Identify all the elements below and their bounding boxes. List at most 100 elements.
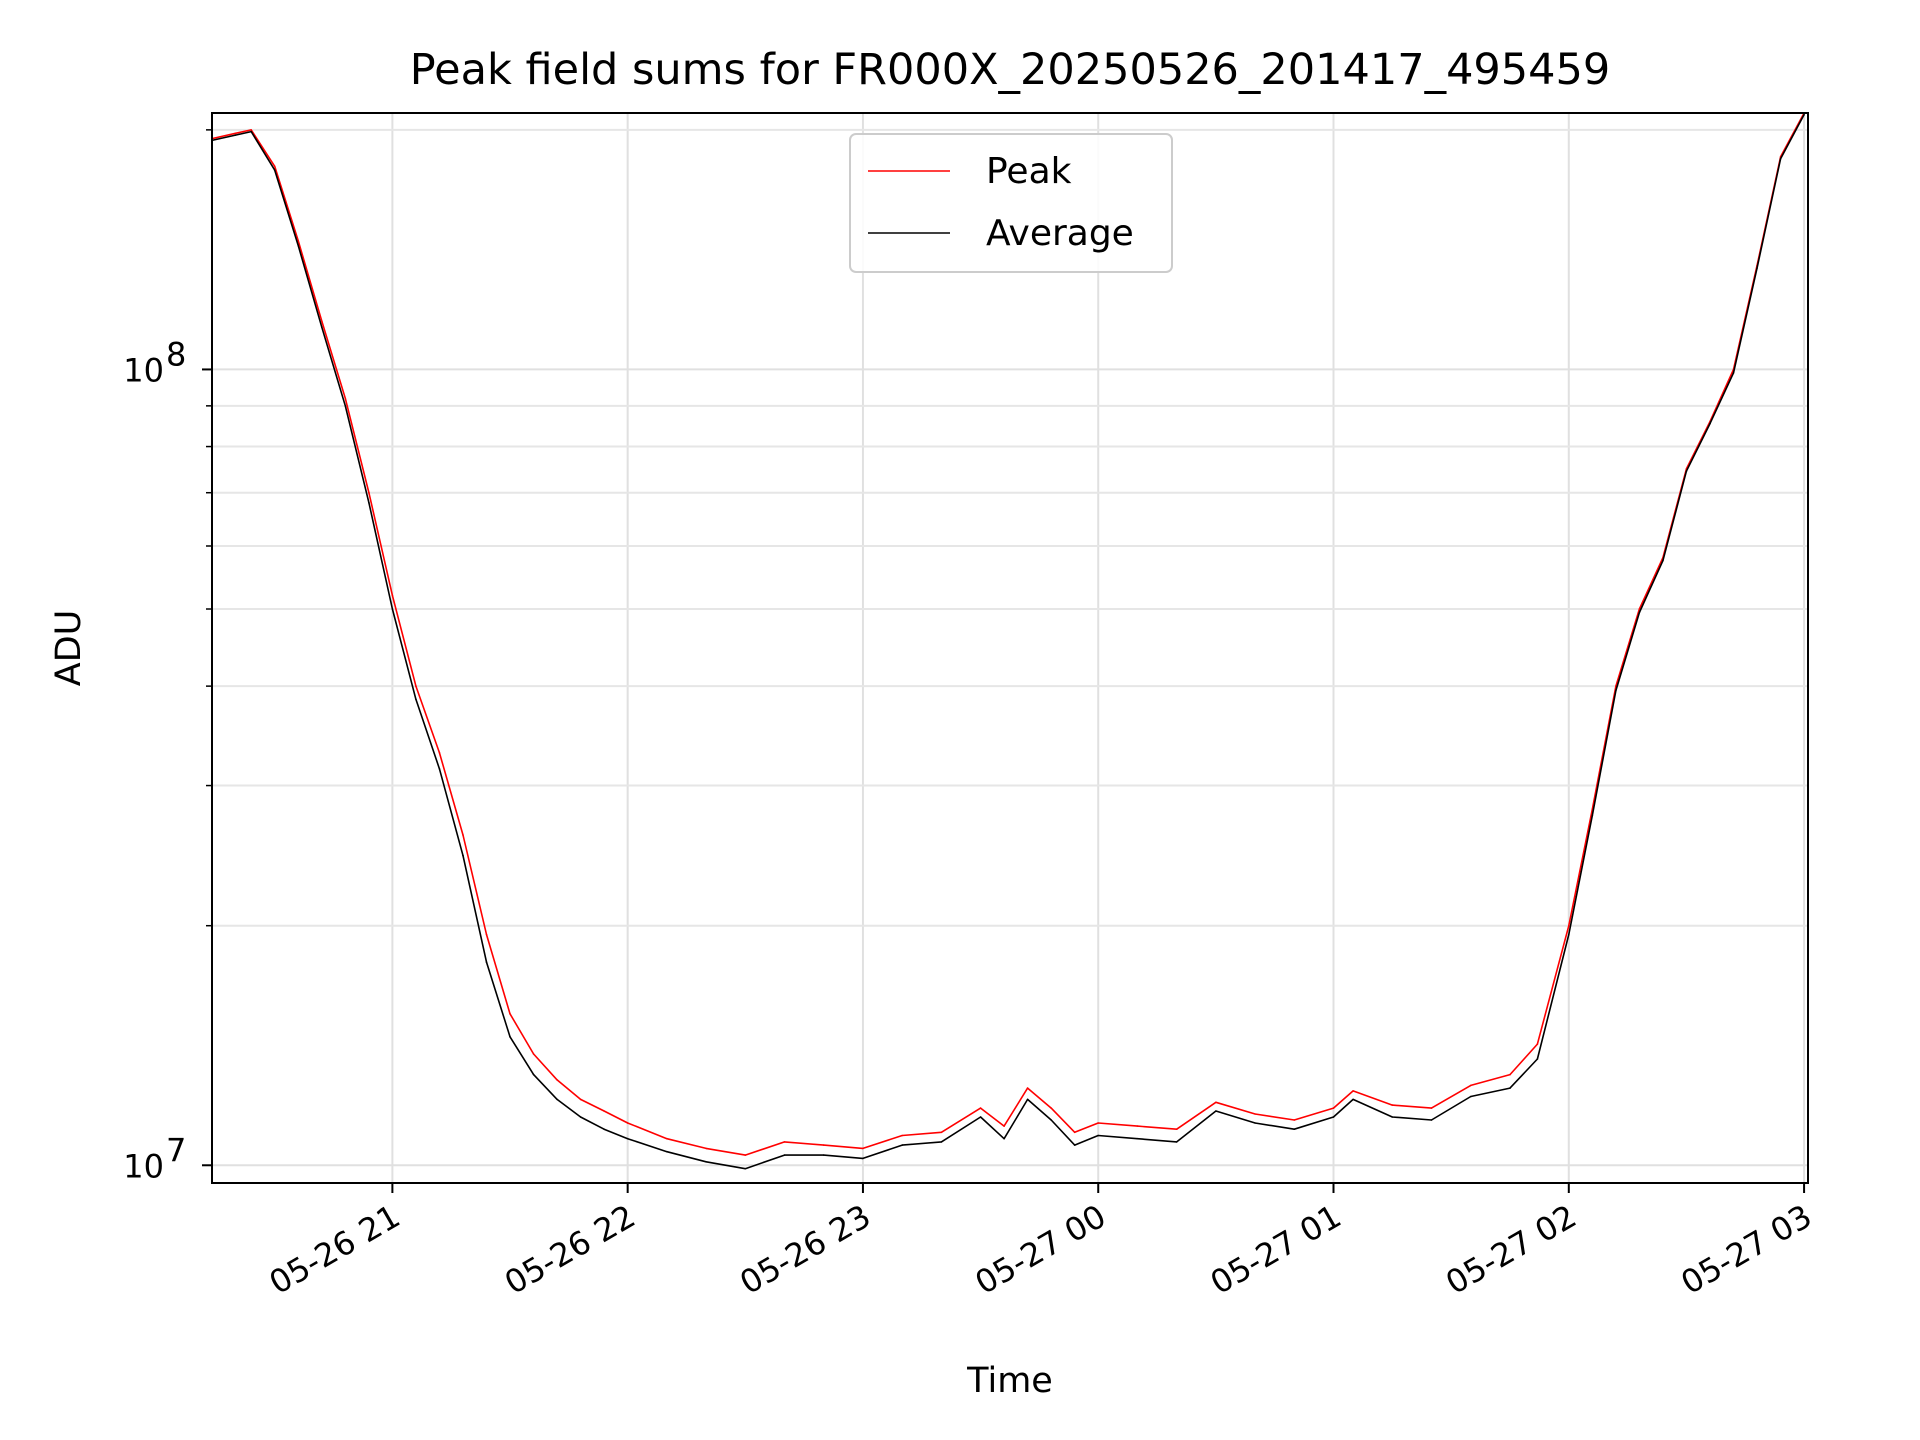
data-point-peak [344, 397, 347, 400]
data-point-average [1175, 1141, 1178, 1143]
data-point-peak [297, 240, 300, 242]
data-point-peak [979, 1107, 982, 1109]
data-point-peak [509, 1013, 511, 1015]
data-point-peak [1003, 1125, 1005, 1127]
data-point-average [1509, 1087, 1511, 1089]
y-tick-exponent: 7 [166, 1131, 186, 1169]
data-point-average [1254, 1122, 1256, 1124]
legend-label-average: Average [986, 213, 1134, 254]
data-point-peak [901, 1134, 903, 1137]
legend-label-peak: Peak [986, 151, 1072, 192]
data-point-average [1756, 267, 1758, 270]
data-point-peak [1568, 924, 1570, 927]
y-tick-label: 10 [123, 1147, 164, 1185]
data-point-peak [273, 165, 276, 168]
legend: Peak Average [849, 133, 1173, 273]
data-point-peak [626, 1122, 629, 1124]
data-point-peak [1073, 1131, 1076, 1134]
data-point-peak [579, 1098, 582, 1101]
data-point-peak [438, 751, 441, 754]
y-tick-exponent: 8 [166, 335, 186, 373]
data-point-peak [1050, 1107, 1052, 1109]
data-point-peak [391, 594, 394, 597]
data-point-average [603, 1128, 605, 1130]
data-point-peak [940, 1131, 943, 1134]
y-tick-mantissa: 10 [123, 351, 164, 389]
y-tick-label: 10 [123, 351, 164, 389]
data-point-average [1332, 1116, 1335, 1118]
data-point-peak [1175, 1128, 1178, 1130]
data-point-average [1536, 1058, 1539, 1060]
data-point-average [485, 961, 488, 963]
data-point-average [1709, 422, 1711, 425]
data-point-average [1430, 1119, 1433, 1121]
data-point-average [391, 608, 394, 610]
data-point-average [579, 1116, 582, 1118]
data-point-peak [666, 1137, 668, 1140]
data-point-average [556, 1098, 558, 1101]
data-point-average [1352, 1098, 1354, 1101]
data-point-peak [1332, 1107, 1335, 1109]
data-point-average [705, 1161, 707, 1163]
data-point-peak [462, 834, 464, 836]
data-point-average [1803, 113, 1805, 116]
data-point-peak [1638, 608, 1641, 610]
data-point-average [1050, 1119, 1052, 1121]
data-point-average [1638, 611, 1641, 614]
data-point-peak [1136, 1125, 1139, 1127]
data-point-peak [1470, 1084, 1472, 1087]
data-point-average [438, 767, 441, 770]
data-point-peak [368, 491, 370, 494]
data-point-peak [1254, 1113, 1256, 1115]
data-point-average [273, 169, 276, 171]
data-point-average [532, 1073, 535, 1076]
data-point-average [1591, 814, 1594, 817]
data-point-peak [603, 1110, 605, 1112]
data-point-peak [1026, 1087, 1029, 1089]
data-point-peak [783, 1141, 786, 1143]
data-point-average [1732, 372, 1735, 374]
data-point-average [1568, 933, 1570, 936]
data-point-average [1097, 1134, 1099, 1137]
data-point-average [783, 1154, 786, 1156]
series-line-average [211, 114, 1805, 1170]
data-point-average [344, 405, 347, 407]
data-point-average [234, 134, 237, 136]
plot-frame [211, 112, 1809, 1184]
data-point-peak [485, 933, 488, 936]
data-point-peak [415, 685, 417, 687]
data-point-peak [1430, 1107, 1433, 1109]
data-point-average [462, 854, 464, 857]
data-point-average [1470, 1095, 1472, 1098]
data-point-peak [1509, 1073, 1511, 1076]
data-point-average [321, 326, 323, 329]
data-point-average [368, 501, 370, 504]
data-point-peak [1215, 1101, 1217, 1104]
data-point-peak [862, 1147, 864, 1150]
data-point-average [626, 1137, 629, 1140]
y-axis-label: ADU [49, 610, 89, 687]
data-point-peak [1391, 1104, 1394, 1106]
data-point-average [979, 1116, 982, 1118]
data-point-average [1215, 1110, 1217, 1112]
y-tick-mantissa: 10 [123, 1147, 164, 1185]
data-point-average [666, 1150, 668, 1153]
data-point-peak [705, 1147, 707, 1150]
data-point-average [415, 698, 417, 701]
data-point-average [822, 1154, 825, 1156]
data-point-average [1391, 1116, 1394, 1118]
data-point-average [509, 1036, 511, 1038]
data-point-average [862, 1157, 864, 1160]
data-point-average [1003, 1137, 1005, 1140]
series-line-peak [211, 112, 1805, 1156]
data-point-peak [822, 1144, 825, 1146]
data-point-average [250, 130, 252, 133]
data-point-average [744, 1167, 747, 1170]
data-point-peak [1352, 1090, 1354, 1092]
data-point-peak [532, 1053, 535, 1055]
data-point-average [1779, 157, 1782, 160]
data-point-peak [556, 1079, 558, 1081]
